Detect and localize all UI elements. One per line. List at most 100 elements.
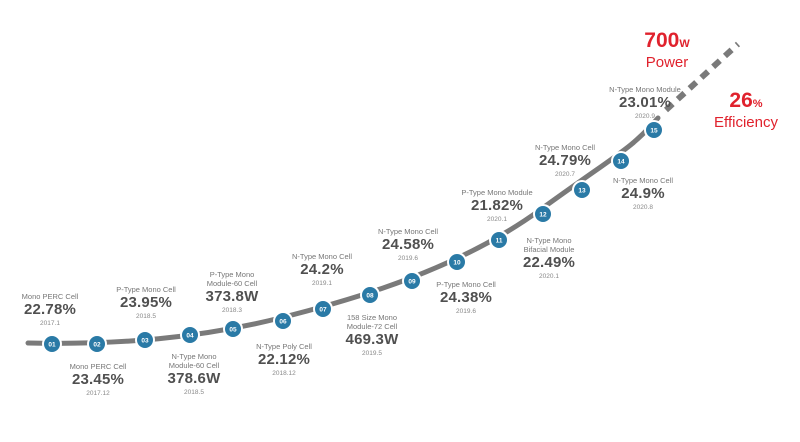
milestone-name: Mono PERC Cell (69, 362, 127, 371)
milestone-label-15: N-Type Mono Module 23.01% 2020.9 (609, 85, 681, 121)
power-goal: 700W Power (644, 30, 689, 71)
milestone-label-08: 158 Size Mono Module-72 Cell 469.3W 2019… (341, 313, 403, 358)
milestone-date: 2018.5 (184, 389, 204, 396)
milestone-node-dot (137, 332, 153, 348)
milestone-value: 373.8W (205, 288, 259, 305)
milestone-date: 2020.1 (539, 273, 559, 280)
milestone-node-number: 13 (578, 188, 586, 195)
milestone-name: Mono PERC Cell (21, 292, 79, 301)
milestone-value: 21.82% (470, 197, 524, 214)
milestone-node-dot (646, 122, 662, 138)
milestone-date: 2019.1 (312, 280, 332, 287)
milestone-value: 24.38% (439, 289, 493, 306)
milestone-node-11: 11 (489, 230, 509, 250)
milestone-node-01: 01 (42, 334, 62, 354)
milestone-node-15: 15 (644, 120, 664, 140)
milestone-node-05: 05 (223, 319, 243, 339)
milestone-label-05: P-Type Mono Module-60 Cell 373.8W 2018.3 (201, 270, 263, 315)
milestone-date: 2019.5 (362, 350, 382, 357)
milestone-node-number: 01 (48, 342, 56, 349)
milestone-date: 2019.6 (456, 308, 476, 315)
milestone-node-dot (225, 321, 241, 337)
milestone-node-number: 05 (229, 327, 237, 334)
efficiency-goal: 26% Efficiency (714, 90, 778, 131)
efficiency-goal-value: 26 (729, 89, 753, 112)
milestone-name: N-Type Mono Cell (377, 227, 439, 236)
milestone-label-11: P-Type Mono Module 21.82% 2020.1 (461, 188, 532, 224)
milestone-date: 2017.12 (86, 390, 110, 397)
future-projection-dashes (663, 41, 741, 113)
milestone-node-number: 10 (453, 260, 461, 267)
milestone-label-04: N-Type Mono Module-60 Cell 378.6W 2018.5 (163, 352, 225, 397)
milestone-date: 2020.9 (635, 113, 655, 120)
milestone-node-number: 15 (650, 128, 658, 135)
milestone-node-number: 14 (617, 159, 625, 166)
milestone-name: P-Type Mono Cell (436, 280, 496, 289)
milestone-date: 2018.5 (136, 313, 156, 320)
milestone-node-number: 06 (279, 319, 287, 326)
milestone-value: 469.3W (345, 331, 399, 348)
milestone-name: N-Type Mono Cell (291, 252, 353, 261)
milestone-node-dot (574, 182, 590, 198)
milestone-name: P-Type Mono Module-60 Cell (206, 270, 258, 288)
efficiency-goal-label: Efficiency (714, 114, 778, 131)
milestone-node-09: 09 (402, 271, 422, 291)
milestone-node-dot (449, 254, 465, 270)
efficiency-goal-unit: % (752, 98, 763, 110)
milestone-node-13: 13 (572, 180, 592, 200)
milestone-node-04: 04 (180, 325, 200, 345)
milestone-value: 23.95% (119, 294, 173, 311)
milestone-node-number: 08 (366, 293, 374, 300)
milestone-name: 158 Size Mono Module-72 Cell (346, 313, 398, 331)
milestone-node-number: 04 (186, 333, 194, 340)
milestone-node-06: 06 (273, 311, 293, 331)
power-goal-value: 700 (644, 29, 680, 52)
milestone-value: 24.9% (621, 185, 665, 202)
milestone-name: N-Type Mono Bifacial Module (523, 236, 575, 254)
milestone-node-number: 12 (539, 212, 547, 219)
milestone-node-dot (491, 232, 507, 248)
milestone-value: 24.2% (300, 261, 344, 278)
milestone-value: 378.6W (167, 370, 221, 387)
milestone-node-08: 08 (360, 285, 380, 305)
milestone-value: 23.45% (71, 371, 125, 388)
milestone-node-07: 07 (313, 299, 333, 319)
milestone-node-12: 12 (533, 204, 553, 224)
milestone-label-13: N-Type Mono Cell 24.79% 2020.7 (535, 143, 595, 179)
milestone-node-dot (89, 336, 105, 352)
milestone-node-02: 02 (87, 334, 107, 354)
milestone-node-14: 14 (611, 151, 631, 171)
milestone-name: N-Type Mono Cell (534, 143, 596, 152)
milestone-label-12: N-Type Mono Bifacial Module 22.49% 2020.… (517, 236, 581, 281)
milestone-label-02: Mono PERC Cell 23.45% 2017.12 (70, 362, 127, 398)
milestone-node-dot (362, 287, 378, 303)
power-goal-label: Power (645, 54, 689, 71)
milestone-value: 24.58% (381, 236, 435, 253)
milestone-value: 23.01% (618, 94, 672, 111)
milestone-name: N-Type Mono Cell (612, 176, 674, 185)
milestone-label-10: P-Type Mono Cell 24.38% 2019.6 (436, 280, 496, 316)
milestone-label-06: N-Type Poly Cell 22.12% 2018.12 (256, 342, 312, 378)
milestone-date: 2018.12 (272, 370, 296, 377)
milestone-node-number: 11 (496, 238, 503, 245)
milestone-node-dot (535, 206, 551, 222)
milestone-date: 2019.6 (398, 255, 418, 262)
milestone-name: N-Type Mono Module (609, 85, 681, 94)
milestone-node-number: 02 (93, 342, 101, 349)
milestone-node-10: 10 (447, 252, 467, 272)
milestone-label-01: Mono PERC Cell 22.78% 2017.1 (22, 292, 79, 328)
milestone-date: 2017.1 (40, 320, 60, 327)
milestone-name: P-Type Mono Cell (116, 285, 176, 294)
milestone-label-03: P-Type Mono Cell 23.95% 2018.5 (116, 285, 176, 321)
milestone-node-dot (182, 327, 198, 343)
milestone-date: 2020.1 (487, 216, 507, 223)
milestone-value: 22.49% (522, 254, 576, 271)
milestone-node-number: 09 (408, 279, 416, 286)
milestone-node-number: 07 (319, 307, 327, 314)
milestone-value: 22.12% (257, 351, 311, 368)
milestone-date: 2020.8 (633, 204, 653, 211)
milestone-date: 2020.7 (555, 171, 575, 178)
milestone-node-dot (613, 153, 629, 169)
